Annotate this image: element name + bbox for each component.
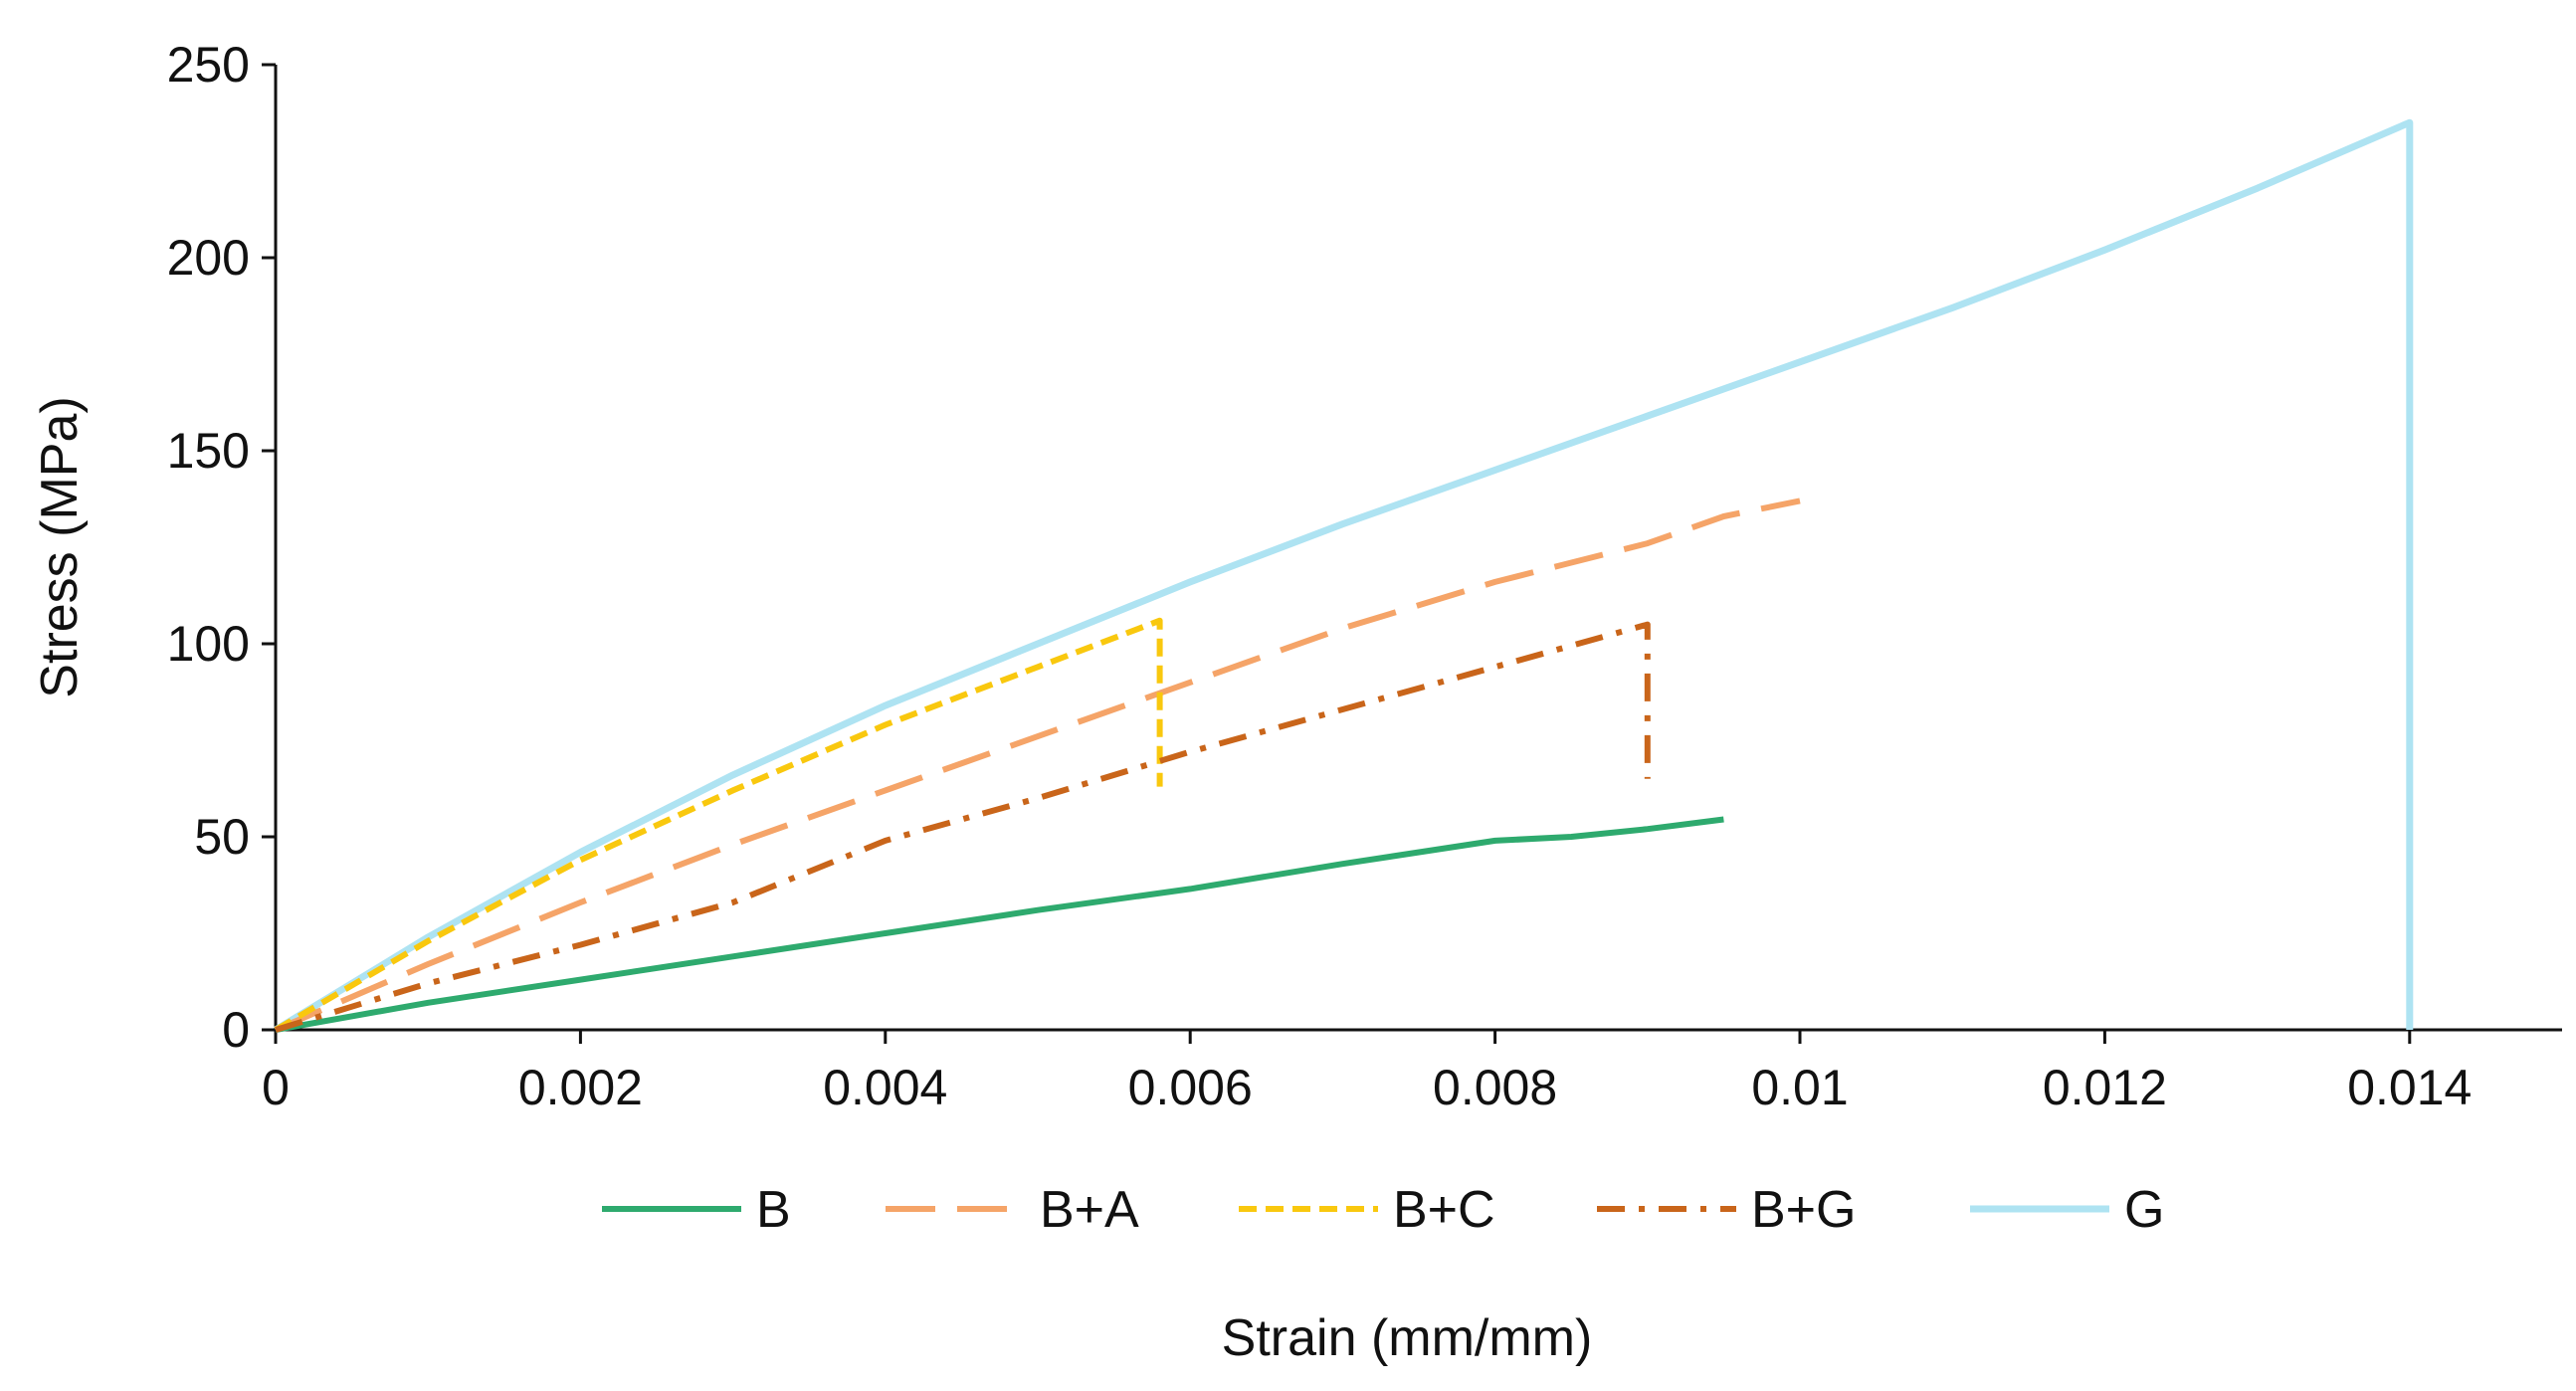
y-tick-label: 200 — [167, 230, 250, 286]
legend-label-b-plus-g: B+G — [1751, 1181, 1857, 1239]
y-tick-label: 250 — [167, 37, 250, 93]
legend-label-b-plus-c: B+C — [1393, 1181, 1495, 1239]
y-tick-label: 50 — [194, 809, 250, 865]
x-axis-title: Strain (mm/mm) — [1222, 1309, 1593, 1367]
legend: B B+A B+C B+G G — [602, 1181, 2164, 1239]
y-tick-label: 100 — [167, 616, 250, 672]
x-tick-label: 0.008 — [1433, 1060, 1557, 1115]
x-axis-ticks: 0 0.002 0.004 0.006 0.008 0.01 0.012 0.014 — [262, 1030, 2472, 1115]
x-tick-label: 0.014 — [2347, 1060, 2472, 1115]
x-tick-label: 0.01 — [1751, 1060, 1848, 1115]
x-tick-label: 0.004 — [823, 1060, 947, 1115]
series-lines — [274, 118, 2414, 1033]
x-tick-label: 0.002 — [518, 1060, 643, 1115]
series-line-b-plus-g — [275, 621, 1651, 1033]
y-tick-label: 150 — [167, 423, 250, 479]
legend-label-b: B — [756, 1181, 791, 1239]
series-line-b — [275, 816, 1724, 1033]
y-axis-ticks: 0 50 100 150 200 250 — [167, 37, 276, 1058]
x-tick-label: 0 — [262, 1060, 290, 1115]
legend-label-g: G — [2124, 1181, 2164, 1239]
y-tick-label: 0 — [222, 1002, 250, 1058]
x-tick-label: 0.012 — [2043, 1060, 2167, 1115]
series-line-g — [274, 118, 2414, 1033]
plot-area: 0 50 100 150 200 250 0 0.002 0.004 0.006 0.008 0.0… — [167, 37, 2562, 1115]
series-line-b-plus-a — [274, 497, 1801, 1033]
y-axis-title: Stress (MPa) — [31, 396, 89, 697]
x-tick-label: 0.006 — [1128, 1060, 1253, 1115]
series-line-b-plus-c — [274, 617, 1163, 1033]
legend-label-b-plus-a: B+A — [1040, 1181, 1139, 1239]
